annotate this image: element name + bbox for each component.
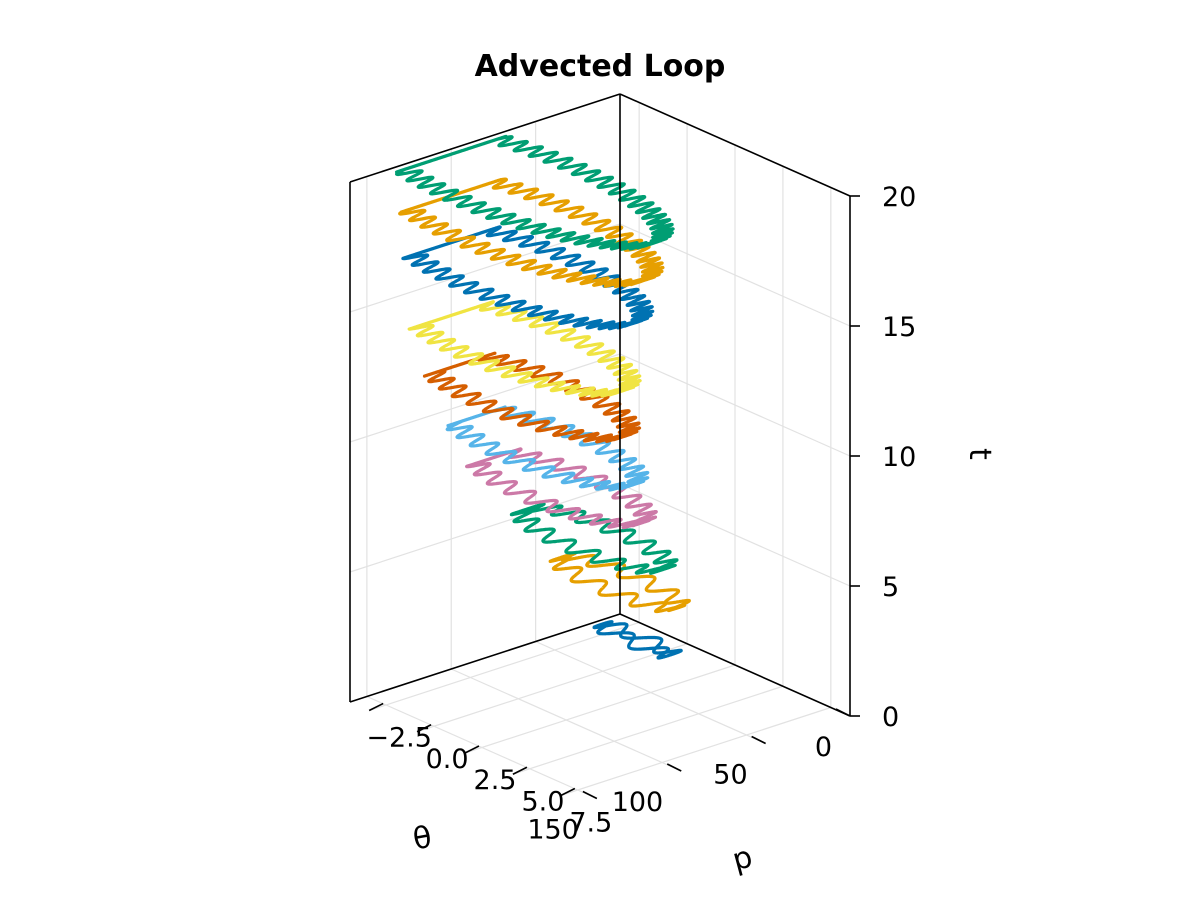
x-tick-label: 100: [612, 787, 664, 818]
z-tick-label: 20: [882, 182, 916, 213]
axis-edge: [619, 613, 851, 717]
z-tick-label: 0: [882, 702, 899, 733]
grid-line: [560, 706, 832, 797]
grid-line: [619, 483, 851, 587]
grid-line: [368, 621, 640, 712]
series-line: [398, 177, 665, 289]
x-tick-mark: [666, 763, 682, 772]
axis-edge: [349, 613, 621, 703]
y-tick-mark: [512, 766, 528, 775]
z-tick-label: 15: [882, 312, 916, 343]
x-axis-label: θ: [410, 820, 434, 858]
grid-line: [619, 353, 851, 457]
series-line: [548, 551, 691, 614]
y-tick-mark: [416, 724, 432, 733]
series-group: [395, 134, 691, 660]
grid-line: [416, 643, 688, 733]
x-tick-label: 0: [815, 732, 832, 763]
series-line: [445, 405, 650, 492]
y-tick-mark: [464, 745, 480, 754]
series-line: [592, 620, 683, 660]
series-line: [422, 351, 642, 444]
grid-line: [512, 685, 784, 775]
grid-line: [349, 353, 621, 443]
grid-line: [464, 664, 736, 754]
x-tick-label: 50: [713, 760, 747, 791]
z-axis-label: t: [962, 448, 997, 460]
y-tick-mark: [560, 787, 576, 797]
y-tick-label: 5.0: [521, 786, 564, 817]
x-tick-label: 150: [527, 815, 579, 846]
y-tick-mark: [368, 702, 384, 712]
chart-title: Advected Loop: [475, 49, 726, 84]
axis-edge: [349, 93, 621, 183]
y-axis-label: p: [729, 839, 756, 878]
x-tick-mark: [835, 708, 851, 717]
tick-group: 0 50 100 150 −2.50.02.55.07.5 0 5 10 15 20: [366, 182, 916, 846]
grid-line: [349, 483, 621, 573]
series-line: [395, 134, 675, 251]
y-tick-label: 0.0: [426, 744, 469, 775]
grid-lines: [349, 93, 851, 800]
series-line: [407, 300, 642, 398]
y-tick-label: 7.5: [569, 808, 612, 839]
y-tick-label: −2.5: [366, 723, 432, 754]
series-line: [401, 225, 655, 331]
z-tick-label: 5: [882, 572, 899, 603]
z-tick-label: 10: [882, 442, 916, 473]
series-line: [509, 502, 679, 575]
y-tick-label: 2.5: [474, 765, 517, 796]
x-tick-mark: [582, 790, 598, 800]
axis-edge: [619, 93, 851, 197]
x-tick-mark: [751, 735, 766, 745]
